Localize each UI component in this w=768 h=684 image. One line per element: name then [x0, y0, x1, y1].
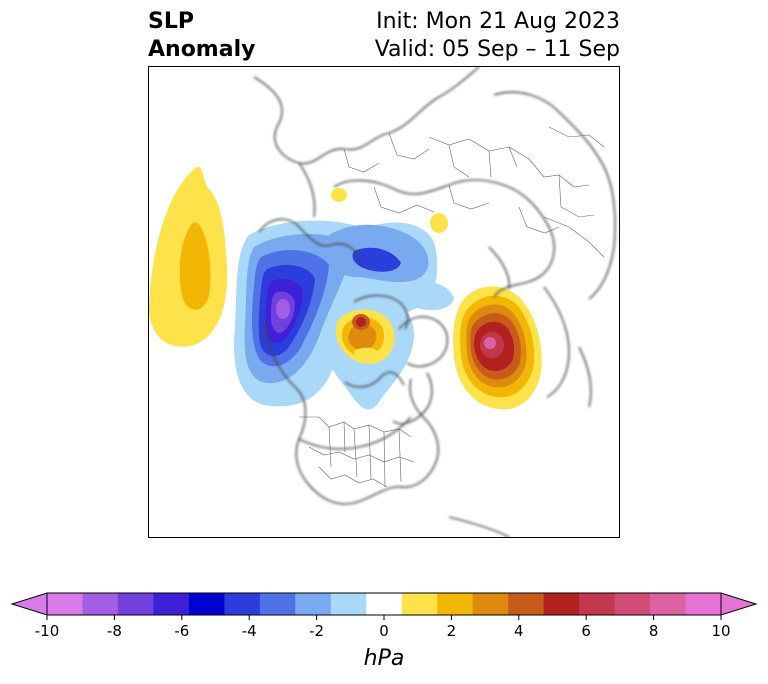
colorbar-tick-label: -2: [309, 622, 324, 640]
colorbar-swatch: [508, 593, 545, 615]
colorbar-swatch: [224, 593, 261, 615]
colorbar-swatch: [330, 593, 367, 615]
colorbar-swatch: [472, 593, 509, 615]
colorbar-tick-label: -8: [107, 622, 122, 640]
colorbar-swatch: [82, 593, 119, 615]
colorbar-swatch: [650, 593, 687, 615]
colorbar-swatch: [47, 593, 84, 615]
colorbar-tick-label: 0: [379, 622, 389, 640]
colorbar-tick-label: 2: [447, 622, 457, 640]
colorbar-swatch: [295, 593, 332, 615]
atlantic-high-anomaly: [453, 286, 542, 410]
title-line-1: SLP: [148, 9, 194, 34]
colorbar-swatch: [153, 593, 190, 615]
colorbar-swatch: [579, 593, 616, 615]
colorbar-tick-label: 4: [514, 622, 524, 640]
colorbar-swatch: [117, 593, 155, 615]
colorbar-swatch: [188, 593, 225, 615]
political-borders: [299, 126, 605, 488]
init-date: Init: Mon 21 Aug 2023: [376, 9, 620, 34]
colorbar-swatch: [401, 593, 438, 615]
colorbar-swatch: [614, 593, 651, 615]
coastlines: [253, 67, 616, 537]
colorbar-extend-max: [720, 592, 758, 616]
colorbar: -10 -8 -6 -4 -2 0 2 4 6 8 10: [10, 592, 758, 640]
colorbar-swatch: [543, 593, 580, 615]
colorbar-swatch: [366, 593, 403, 615]
anomaly-map: [148, 66, 620, 538]
colorbar-tick-label: -4: [242, 622, 257, 640]
pacific-high-anomaly: [149, 166, 228, 347]
siberia-low-anomaly: [325, 224, 454, 311]
map-title: SLP Anomaly: [148, 8, 255, 64]
colorbar-tick-label: -10: [35, 622, 60, 640]
colorbar-unit-label: hPa: [363, 646, 405, 671]
colorbar-extend-min: [10, 592, 48, 616]
arctic-high-anomaly: [323, 296, 415, 410]
colorbar-swatch: [259, 593, 296, 615]
colorbar-tick-label: -6: [174, 622, 189, 640]
valid-date-range: Valid: 05 Sep – 11 Sep: [374, 37, 620, 62]
small-high-blob-a: [331, 188, 347, 202]
small-high-blob-b: [430, 213, 448, 233]
colorbar-tick-label: 6: [581, 622, 591, 640]
colorbar-tick-label: 8: [649, 622, 659, 640]
colorbar-tick-label: 10: [711, 622, 730, 640]
valid-period: Init: Mon 21 Aug 2023 Valid: 05 Sep – 11…: [375, 8, 620, 64]
colorbar-swatch: [437, 593, 474, 615]
colorbar-swatch: [685, 593, 722, 615]
title-line-2: Anomaly: [148, 37, 256, 62]
